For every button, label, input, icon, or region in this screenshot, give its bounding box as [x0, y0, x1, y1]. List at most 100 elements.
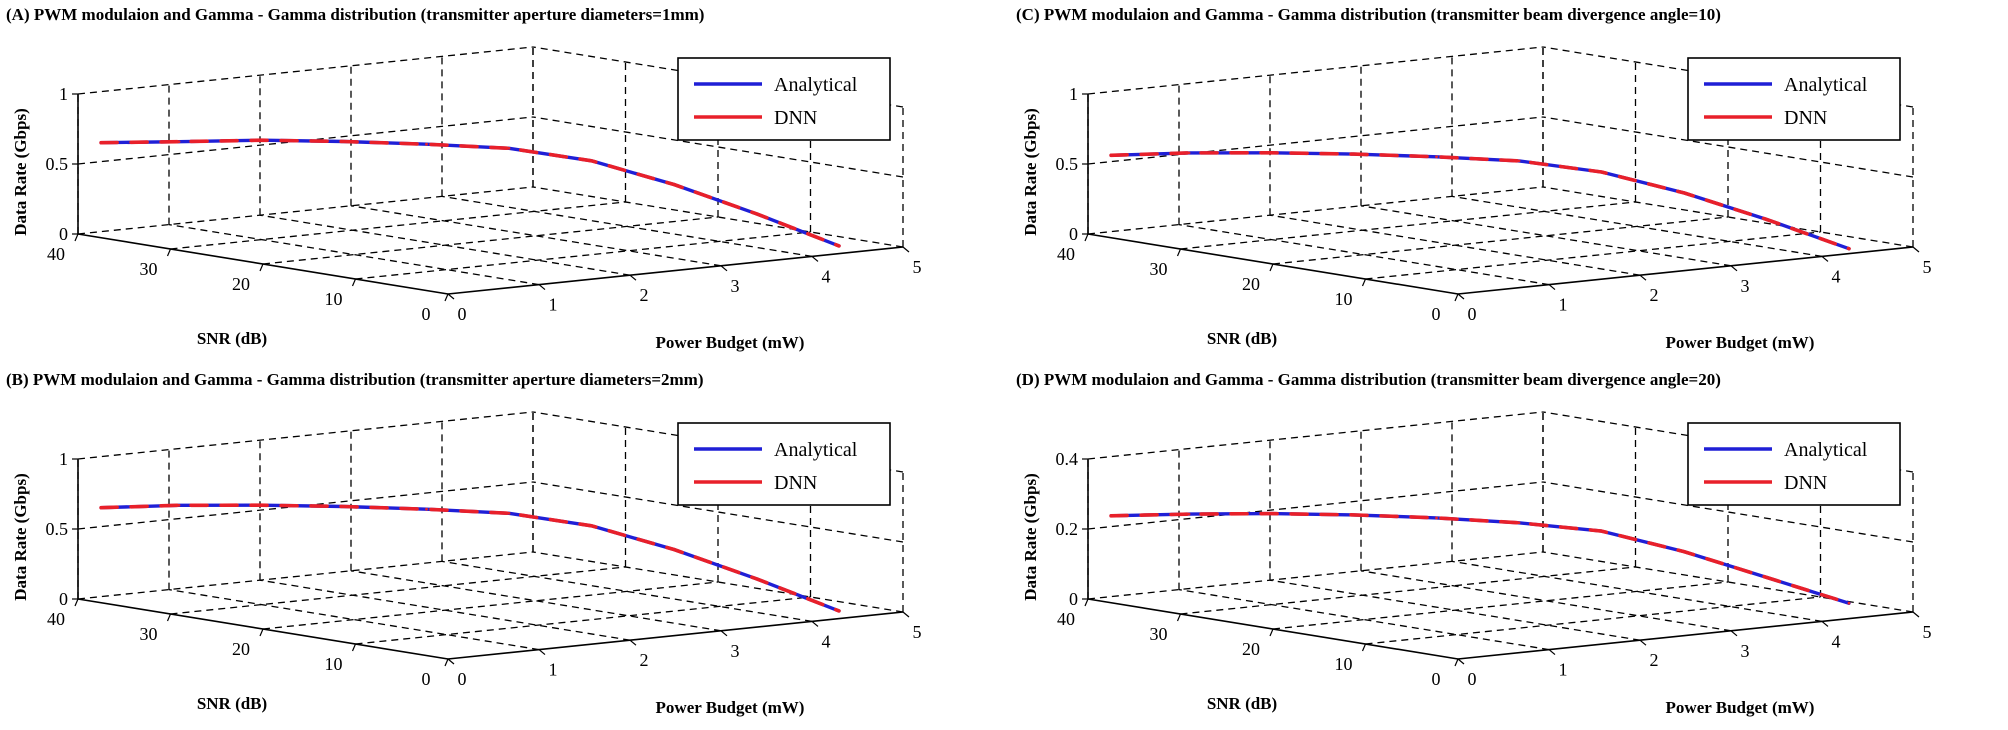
grid-line-floor-x — [1269, 214, 1641, 276]
z-axis-label: Data Rate (Gbps) — [11, 473, 30, 601]
y-tick-mark — [259, 263, 264, 272]
grid-line-floor-x — [441, 560, 813, 623]
data-point-dnn — [1352, 513, 1356, 517]
x-tick-label: 5 — [1923, 622, 1932, 642]
grid-line-floor-x — [441, 195, 813, 258]
y-tick-mark — [444, 658, 449, 667]
z-tick-label: 0.5 — [46, 154, 69, 174]
x-tick-mark — [1821, 255, 1829, 262]
y-tick-label: 40 — [1057, 244, 1075, 264]
data-point-dnn — [1600, 170, 1603, 174]
data-point-dnn — [342, 505, 346, 508]
series-line-analytical — [99, 138, 841, 248]
grid-line-back-z — [77, 46, 534, 95]
y-tick-mark — [351, 643, 357, 652]
legend-box — [1687, 57, 1901, 141]
x-tick-label: 3 — [731, 641, 740, 661]
y-tick-mark — [259, 628, 264, 637]
panel-title: (B) PWM modulaion and Gamma - Gamma dist… — [6, 370, 704, 389]
grid-line-floor-x — [1269, 579, 1641, 641]
data-point-dnn — [1187, 512, 1191, 516]
z-tick-label: 0.2 — [1056, 519, 1079, 539]
y-tick-mark — [1361, 278, 1367, 287]
data-point-dnn — [1765, 218, 1768, 221]
z-tick-label: 1 — [59, 449, 68, 469]
z-tick-label: 0 — [1069, 224, 1078, 244]
series-line-analytical — [99, 503, 841, 613]
x-tick-label: 5 — [913, 622, 922, 642]
y-tick-mark — [166, 248, 172, 257]
data-point-dnn — [1187, 151, 1191, 155]
data-point-dnn — [1517, 521, 1521, 525]
z-tick-label: 0.5 — [46, 519, 69, 539]
data-point-dnn — [342, 140, 346, 143]
grid-line-floor-y — [262, 581, 719, 630]
data-point-dnn — [590, 159, 593, 163]
x-tick-mark — [902, 611, 910, 618]
legend-label-analytical: Analytical — [774, 439, 858, 461]
y-tick-mark — [1454, 293, 1459, 302]
grid-line-side-z — [532, 186, 904, 248]
grid-line-floor-y — [1180, 201, 1636, 250]
y-tick-mark — [1269, 263, 1274, 272]
x-tick-label: 2 — [1650, 650, 1659, 670]
grid-line-floor-x — [1451, 560, 1823, 623]
data-point-dnn — [755, 212, 758, 216]
data-point-dnn — [1600, 529, 1603, 533]
x-tick-mark — [1730, 630, 1738, 637]
data-point-dnn — [99, 141, 103, 145]
grid-line-back-z — [1087, 46, 1544, 95]
x-axis-label: Power Budget (mW) — [656, 698, 805, 717]
grid-line-floor-x — [350, 205, 722, 267]
grid-line-floor-x — [1178, 223, 1550, 286]
x-tick-label: 1 — [549, 295, 558, 315]
legend-label-analytical: Analytical — [1784, 74, 1868, 96]
legend: Analytical DNN — [677, 57, 891, 141]
y-tick-mark — [351, 278, 357, 287]
x-tick-label: 0 — [458, 669, 467, 689]
y-tick-mark — [444, 293, 449, 302]
grid-line-floor-y — [1365, 596, 1821, 645]
data-point-dnn — [1270, 151, 1273, 155]
series-line-dnn — [1109, 511, 1851, 605]
grid-line-back-z — [1087, 116, 1544, 165]
x-tick-mark — [1457, 293, 1465, 300]
x-tick-label: 0 — [458, 304, 467, 324]
grid-line-floor-y — [355, 231, 811, 280]
x-tick-label: 4 — [1832, 631, 1841, 651]
grid-line-floor-x — [1360, 205, 1732, 267]
y-tick-label: 40 — [1057, 609, 1075, 629]
data-point-dnn — [1847, 601, 1851, 605]
y-tick-mark — [1084, 598, 1089, 607]
x-tick-label: 3 — [1741, 641, 1750, 661]
y-tick-label: 10 — [1335, 289, 1353, 309]
grid-line-floor-x — [259, 579, 631, 641]
y-tick-label: 20 — [232, 274, 250, 294]
x-tick-mark — [1548, 649, 1556, 656]
data-point-dnn — [425, 142, 428, 146]
data-point-dnn — [1682, 550, 1686, 553]
grid-line-floor-y — [355, 596, 811, 645]
grid-line-side-z — [1542, 481, 1914, 543]
data-point-dnn — [260, 503, 263, 507]
y-tick-mark — [1176, 613, 1182, 622]
data-point-dnn — [425, 507, 428, 511]
data-point-dnn — [1109, 514, 1113, 518]
data-point-dnn — [99, 506, 103, 510]
grid-line-floor-y — [170, 201, 626, 250]
grid-line-back-z — [1087, 411, 1544, 460]
data-point-dnn — [590, 524, 593, 528]
data-point-dnn — [1847, 247, 1851, 251]
y-tick-label: 0 — [422, 669, 431, 689]
legend-label-dnn: DNN — [774, 472, 817, 494]
y-tick-mark — [1269, 628, 1274, 637]
grid-line-back-z — [77, 186, 534, 235]
y-tick-label: 20 — [232, 639, 250, 659]
legend-label-dnn: DNN — [774, 107, 817, 129]
x-tick-mark — [1912, 611, 1920, 618]
x-tick-label: 0 — [1468, 304, 1477, 324]
x-axis-line — [1457, 611, 1914, 660]
